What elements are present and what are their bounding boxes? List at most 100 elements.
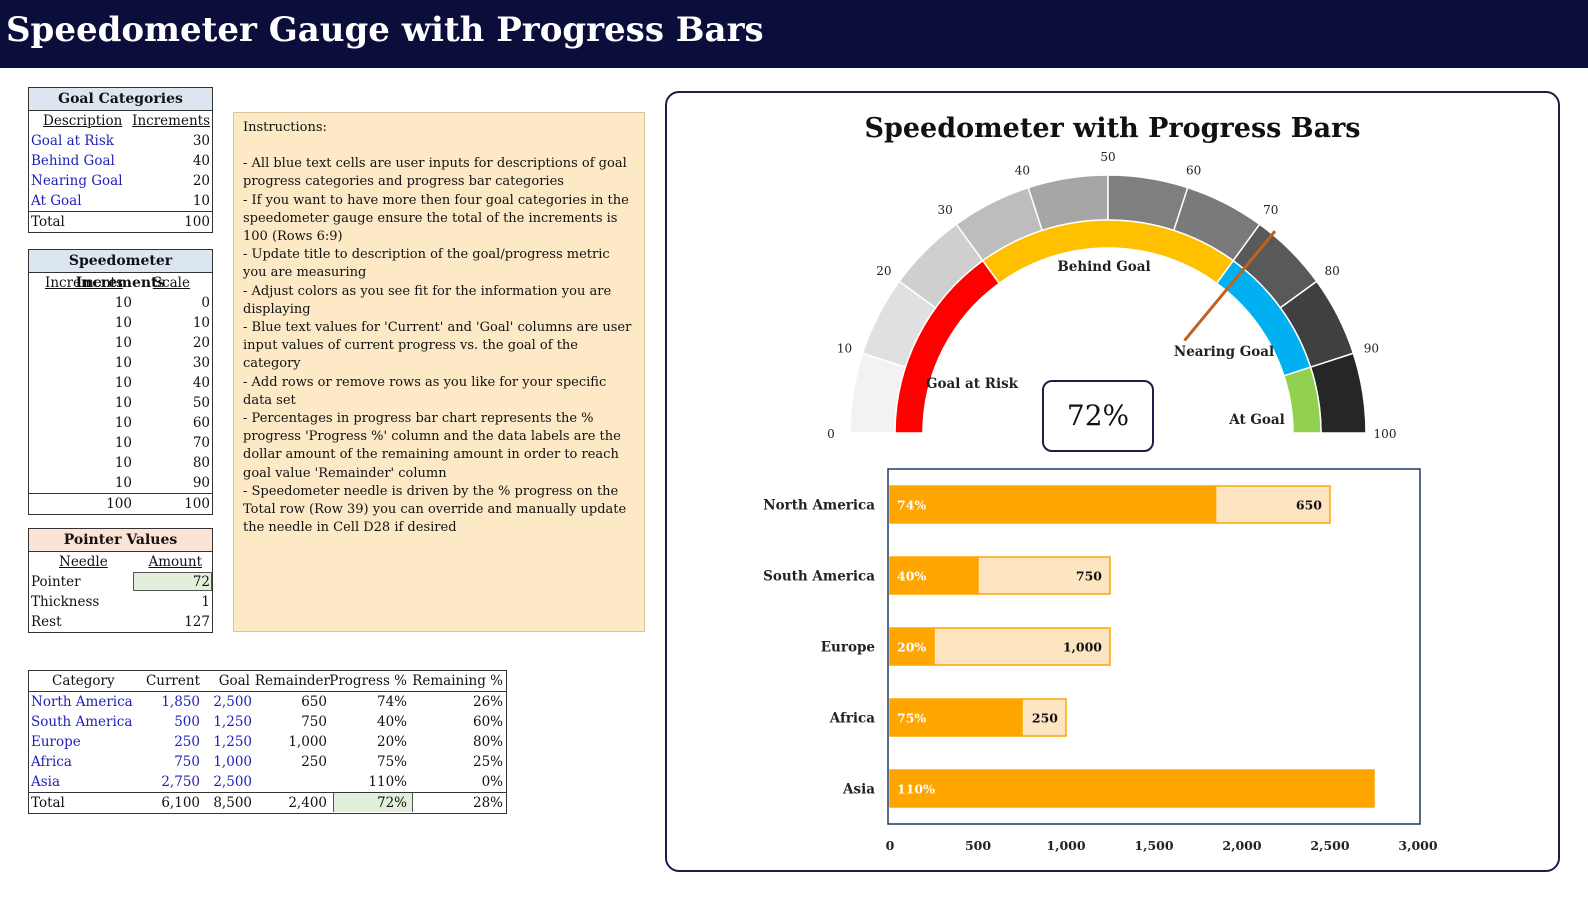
increment-row[interactable]: 10 90 [29, 473, 212, 493]
increments-total-row: 100 100 [29, 493, 212, 514]
category-cell[interactable]: North America [31, 694, 133, 710]
pointer-value[interactable]: 72 [192, 574, 210, 590]
scale-value[interactable]: 40 [192, 375, 210, 391]
thickness-label: Thickness [31, 594, 100, 610]
gauge-category-segment [1283, 366, 1322, 434]
increment-row[interactable]: 10 50 [29, 393, 212, 413]
goal-category-description[interactable]: At Goal [31, 193, 82, 209]
bar-progress-label: 75% [897, 711, 926, 726]
gauge-needle [1183, 230, 1277, 342]
total-remaining: 28% [472, 795, 503, 811]
scale-value[interactable]: 80 [192, 455, 210, 471]
page-title: Speedometer Gauge with Progress Bars [6, 10, 764, 50]
pointer-values-title: Pointer Values [29, 529, 212, 552]
goal-cell[interactable]: 2,500 [213, 694, 252, 710]
total-progress-cell[interactable] [333, 793, 413, 812]
total-goal: 8,500 [213, 795, 252, 811]
current-cell[interactable]: 1,850 [161, 694, 200, 710]
increment-row[interactable]: 10 70 [29, 433, 212, 453]
instructions-box[interactable]: Instructions: - All blue text cells are … [233, 112, 645, 632]
goal-cell[interactable]: 1,250 [213, 714, 252, 730]
remainder-cell: 750 [301, 714, 327, 730]
pointer-value-cell[interactable] [133, 572, 212, 591]
bar-x-tick-label: 1,500 [1134, 838, 1173, 853]
thickness-value[interactable]: 1 [201, 594, 210, 610]
increment-value[interactable]: 10 [114, 355, 132, 371]
category-cell[interactable]: Asia [31, 774, 61, 790]
increments-total: 100 [106, 496, 132, 512]
goal-category-increment[interactable]: 40 [192, 153, 210, 169]
goal-category-description[interactable]: Goal at Risk [31, 133, 114, 149]
gauge-category-label: Nearing Goal [1174, 344, 1274, 360]
goal-category-row[interactable]: Nearing Goal 20 [29, 171, 212, 191]
increment-row[interactable]: 10 40 [29, 373, 212, 393]
data-table-row[interactable]: Africa 750 1,000 250 75% 25% [29, 752, 506, 772]
scale-value[interactable]: 60 [192, 415, 210, 431]
increment-row[interactable]: 10 10 [29, 313, 212, 333]
category-cell[interactable]: Africa [31, 754, 72, 770]
goal-category-increment[interactable]: 30 [192, 133, 210, 149]
increment-value[interactable]: 10 [114, 435, 132, 451]
pointer-row[interactable]: Pointer 72 [29, 572, 212, 592]
goal-category-row[interactable]: At Goal 10 [29, 191, 212, 211]
increment-value[interactable]: 10 [114, 315, 132, 331]
increment-value[interactable]: 10 [114, 335, 132, 351]
instruction-line: - Add rows or remove rows as you like fo… [243, 374, 607, 408]
header-remainder: Remainder [254, 673, 330, 689]
increment-row[interactable]: 10 20 [29, 333, 212, 353]
data-table-row[interactable]: Europe 250 1,250 1,000 20% 80% [29, 732, 506, 752]
bar-category-label: South America [763, 569, 875, 585]
scale-value[interactable]: 0 [201, 295, 210, 311]
increment-row[interactable]: 10 60 [29, 413, 212, 433]
total-progress[interactable]: 72% [376, 795, 407, 811]
gauge-tick-label: 30 [938, 203, 953, 217]
goal-cell[interactable]: 2,500 [213, 774, 252, 790]
goal-category-description[interactable]: Behind Goal [31, 153, 115, 169]
goal-category-increment[interactable]: 10 [192, 193, 210, 209]
current-cell[interactable]: 2,750 [161, 774, 200, 790]
scale-value[interactable]: 90 [192, 475, 210, 491]
gauge-tick-label: 50 [1100, 150, 1115, 164]
remainder-cell: 250 [301, 754, 327, 770]
increment-value[interactable]: 10 [114, 455, 132, 471]
gauge-value-box: 72% [1042, 380, 1154, 452]
data-table-row[interactable]: Asia 2,750 2,500 110% 0% [29, 772, 506, 792]
scale-value[interactable]: 20 [192, 335, 210, 351]
rest-label: Rest [31, 614, 62, 630]
increment-value[interactable]: 10 [114, 375, 132, 391]
goal-category-row[interactable]: Goal at Risk 30 [29, 131, 212, 151]
thickness-row[interactable]: Thickness 1 [29, 592, 212, 612]
increment-value[interactable]: 10 [114, 415, 132, 431]
current-cell[interactable]: 250 [174, 734, 200, 750]
increment-row[interactable]: 10 80 [29, 453, 212, 473]
progress-cell: 40% [376, 714, 407, 730]
goal-category-row[interactable]: Behind Goal 40 [29, 151, 212, 171]
current-cell[interactable]: 750 [174, 754, 200, 770]
goal-categories-table: Goal Categories Description Increments G… [28, 87, 213, 233]
increment-row[interactable]: 10 30 [29, 353, 212, 373]
increment-value[interactable]: 10 [114, 475, 132, 491]
increment-value[interactable]: 10 [114, 295, 132, 311]
scale-value[interactable]: 10 [192, 315, 210, 331]
scale-total: 100 [184, 496, 210, 512]
data-table-row[interactable]: South America 500 1,250 750 40% 60% [29, 712, 506, 732]
scale-value[interactable]: 50 [192, 395, 210, 411]
scale-value[interactable]: 70 [192, 435, 210, 451]
category-cell[interactable]: South America [31, 714, 133, 730]
col-increments-header: Increments [45, 275, 123, 291]
bar-remainder-label: 1,000 [1063, 640, 1102, 655]
increment-value[interactable]: 10 [114, 395, 132, 411]
scale-value[interactable]: 30 [192, 355, 210, 371]
bar-remainder-label: 650 [1296, 498, 1322, 513]
data-table-row[interactable]: North America 1,850 2,500 650 74% 26% [29, 692, 506, 712]
current-cell[interactable]: 500 [174, 714, 200, 730]
goal-cell[interactable]: 1,250 [213, 734, 252, 750]
remainder-cell: 650 [301, 694, 327, 710]
chart-panel[interactable]: Speedometer with Progress Bars 0 10 20 30 40… [665, 91, 1560, 872]
increment-row[interactable]: 10 0 [29, 293, 212, 313]
goal-category-description[interactable]: Nearing Goal [31, 173, 123, 189]
goal-category-increment[interactable]: 20 [192, 173, 210, 189]
gauge-tick-label: 70 [1263, 203, 1278, 217]
category-cell[interactable]: Europe [31, 734, 81, 750]
goal-cell[interactable]: 1,000 [213, 754, 252, 770]
